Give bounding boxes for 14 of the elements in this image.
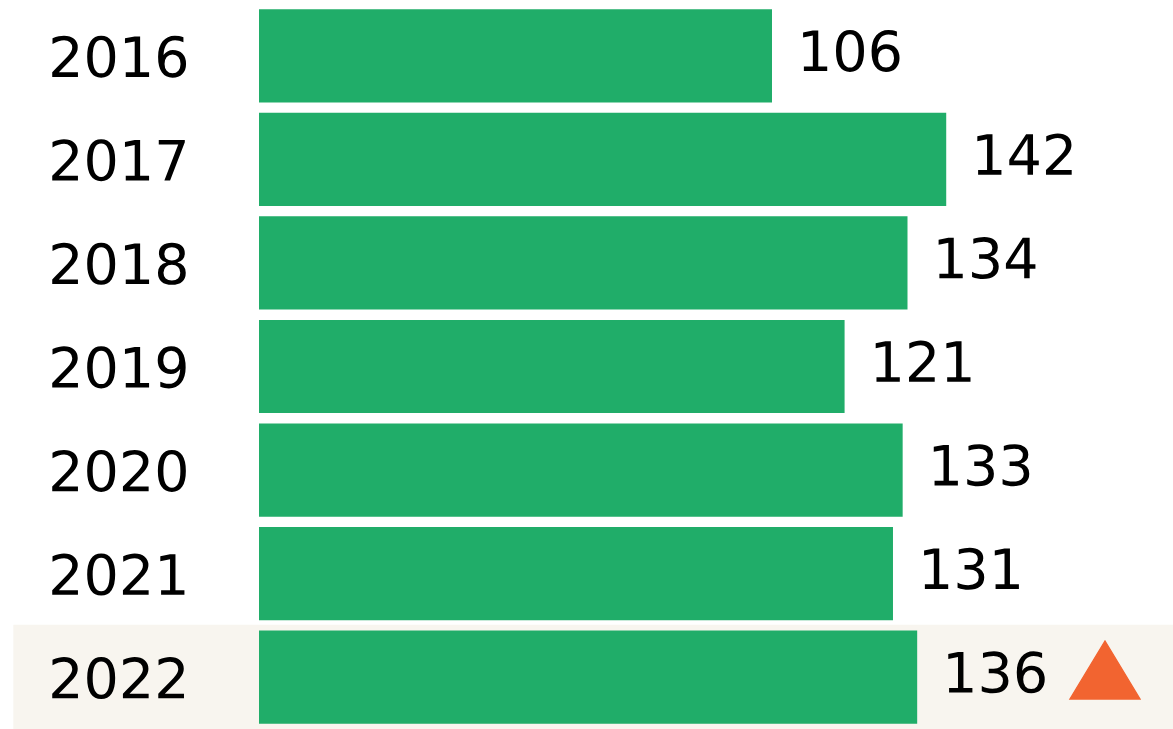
data-label: 133 [933, 444, 1030, 487]
y-tick-label: 2020 [52, 449, 186, 492]
data-label: 142 [977, 133, 1072, 175]
data-label: 106 [803, 29, 900, 72]
y-tick-label: 2017 [52, 139, 185, 182]
y-tick-label: 2021 [52, 553, 185, 596]
y-tick-label: 2022 [52, 657, 184, 700]
data-label: 121 [875, 340, 971, 382]
data-label: 136 [948, 651, 1045, 694]
y-tick-label: 2016 [52, 35, 187, 78]
data-label: 131 [924, 547, 1019, 590]
data-label: 134 [938, 237, 1036, 280]
y-tick-label: 2019 [52, 346, 186, 389]
y-tick-label: 2018 [52, 242, 186, 285]
